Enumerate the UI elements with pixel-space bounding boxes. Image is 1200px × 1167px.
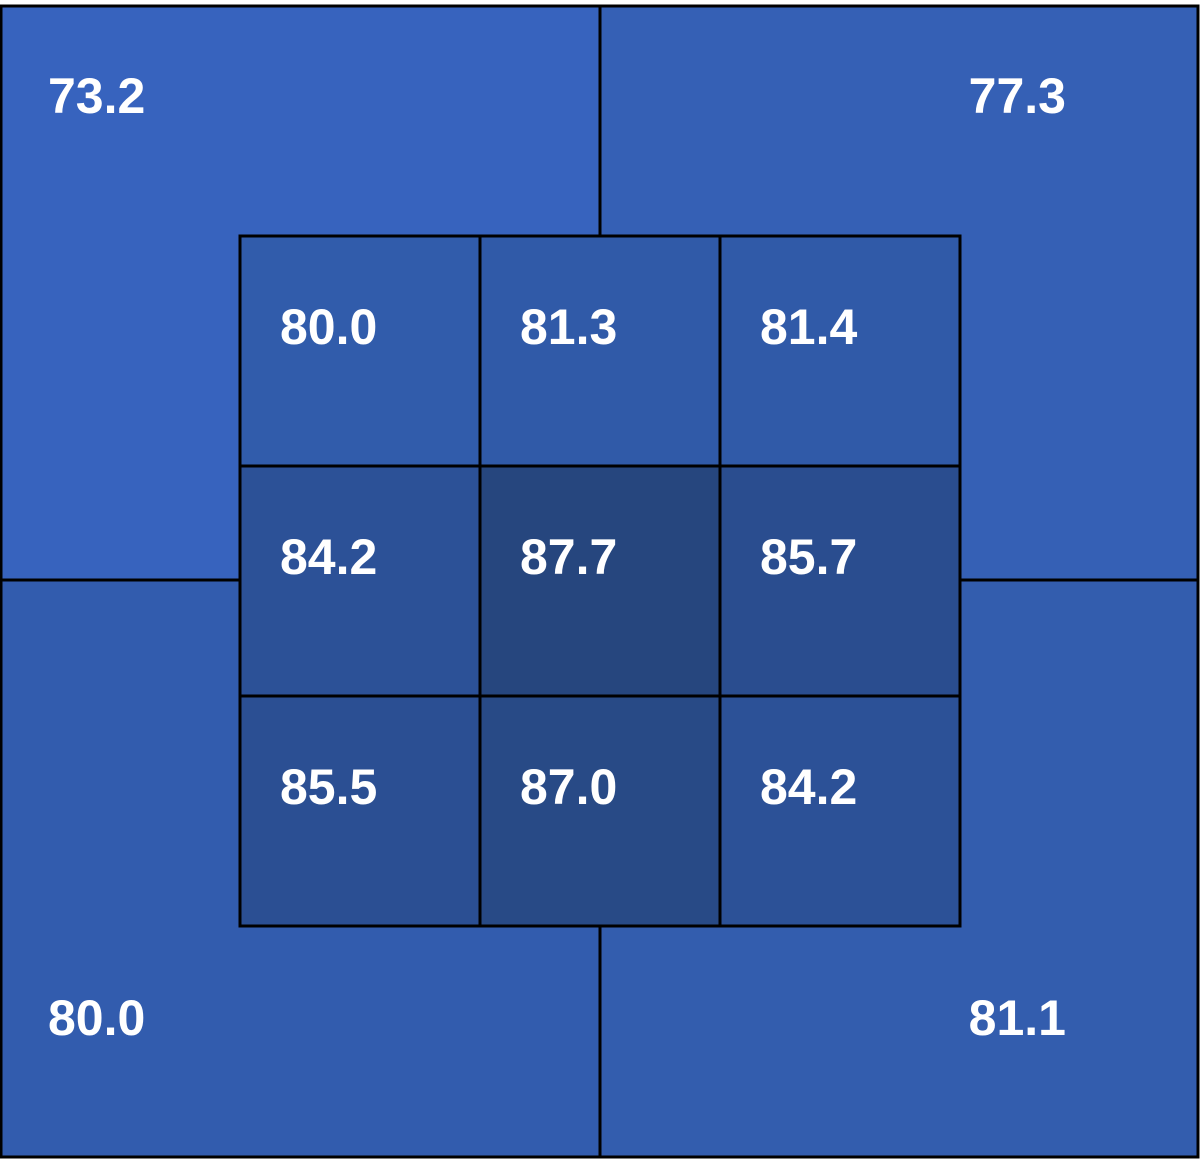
- inner-zone: [718, 464, 962, 698]
- inner-zone-label: 81.4: [760, 299, 858, 355]
- inner-zone-label: 85.7: [760, 529, 857, 585]
- inner-zone: [478, 234, 722, 468]
- inner-zone: [238, 234, 482, 468]
- inner-zone-label: 85.5: [280, 759, 377, 815]
- inner-zone-label: 80.0: [280, 299, 377, 355]
- inner-zone: [478, 694, 722, 928]
- inner-zone-label: 84.2: [760, 759, 857, 815]
- inner-zone-label: 81.3: [520, 299, 617, 355]
- inner-zone-label: 87.7: [520, 529, 617, 585]
- outer-zone-label: 80.0: [48, 990, 145, 1046]
- outer-zone-label: 77.3: [969, 68, 1066, 124]
- inner-zone-label: 87.0: [520, 759, 617, 815]
- inner-zone-label: 84.2: [280, 529, 377, 585]
- outer-zone-label: 73.2: [48, 68, 145, 124]
- inner-zone: [718, 694, 962, 928]
- outer-zone-label: 81.1: [969, 990, 1066, 1046]
- inner-zone: [238, 464, 482, 698]
